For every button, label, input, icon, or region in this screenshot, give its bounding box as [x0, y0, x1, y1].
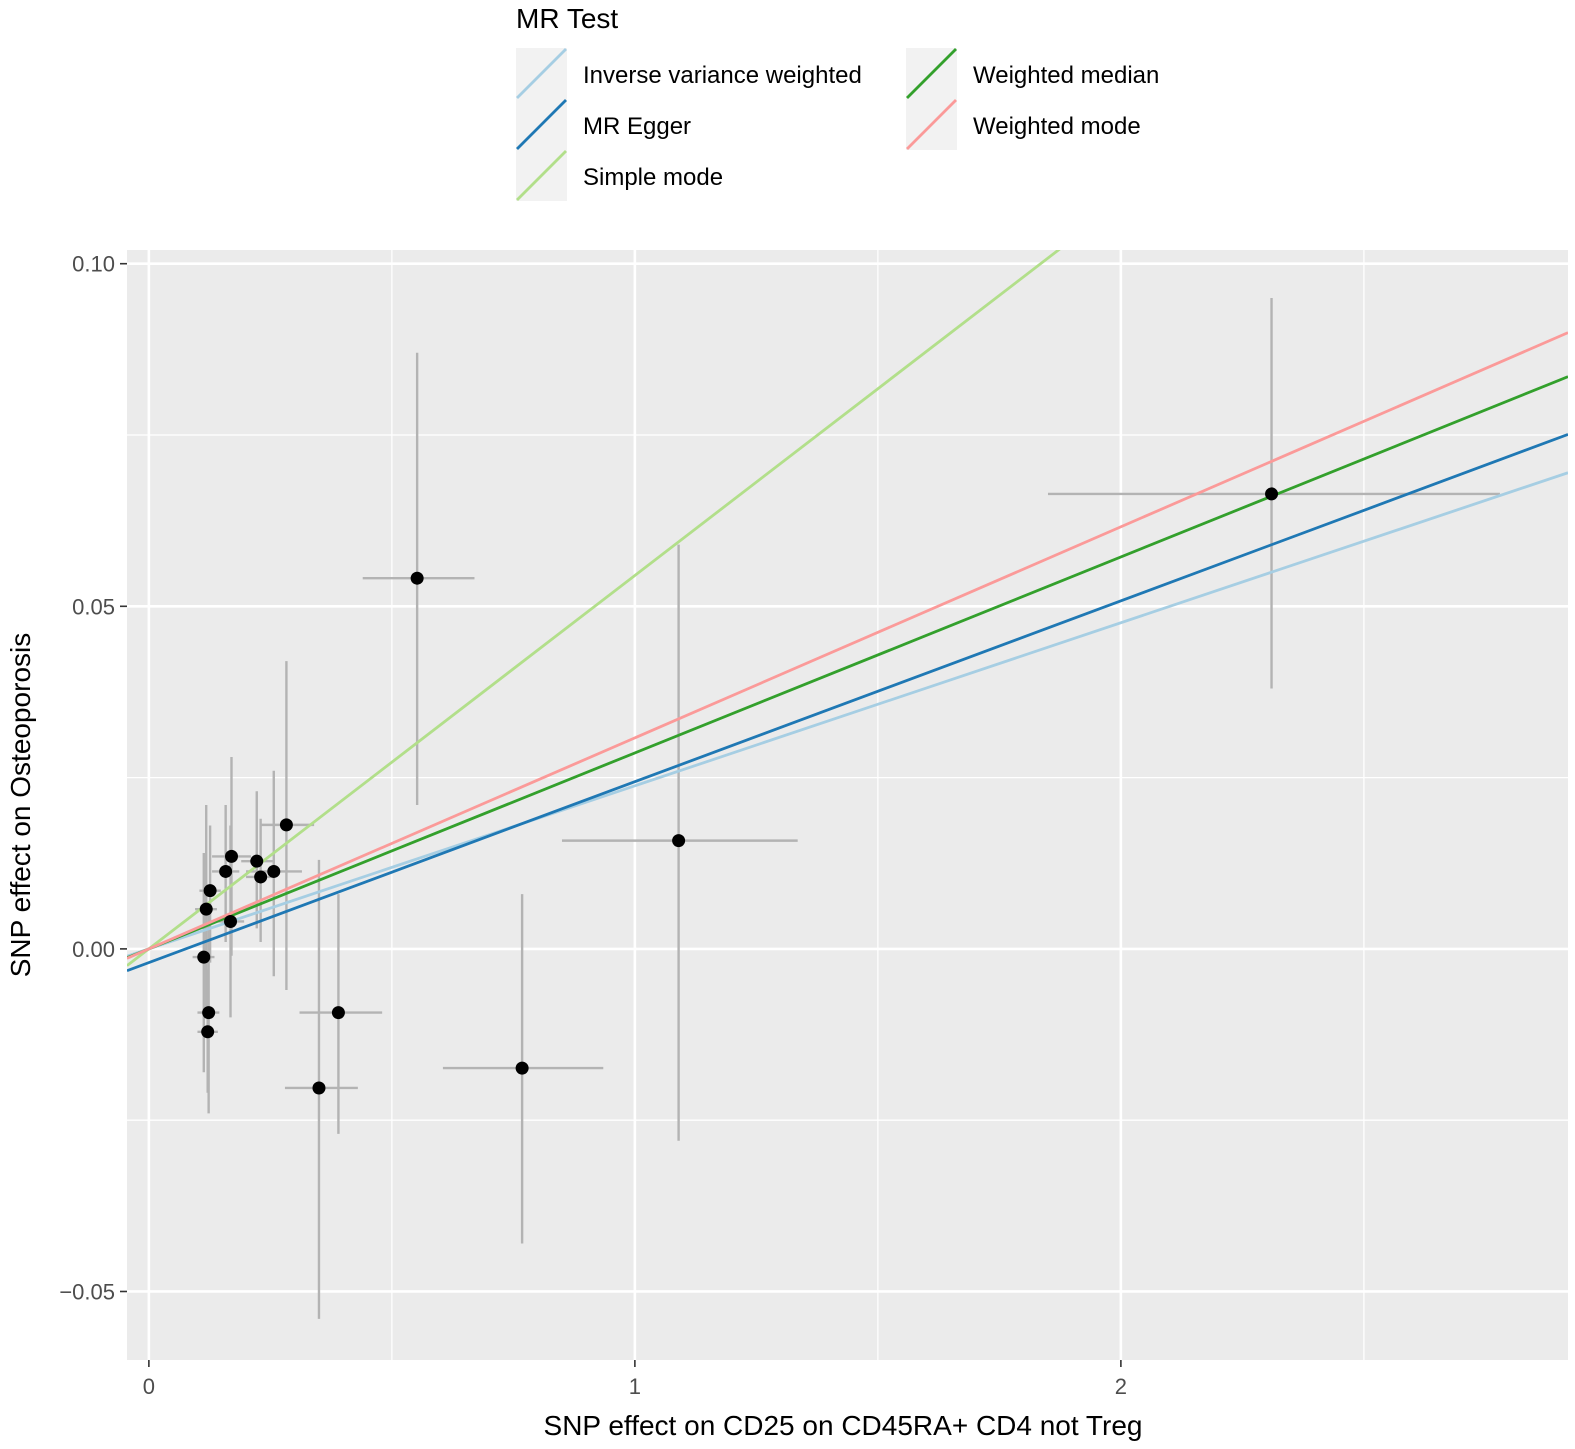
snp-point: [224, 849, 238, 863]
grid-major: [127, 250, 1568, 1360]
fit-line-mr-egger: [127, 433, 1568, 973]
legend: MR Test Inverse variance weighted MR Egge…: [516, 3, 1159, 201]
snp-point: [202, 1006, 216, 1020]
legend-label: Simple mode: [583, 164, 723, 191]
legend-key-line: [516, 99, 567, 150]
snp-point: [410, 571, 424, 585]
y-tick-label: 0.05: [72, 594, 115, 619]
legend-key-line: [516, 48, 567, 99]
x-tick-label: 0: [143, 1374, 155, 1399]
snp-point: [201, 1025, 215, 1039]
y-axis-title: SNP effect on Osteoporosis: [5, 633, 36, 978]
snp-point: [279, 818, 293, 832]
legend-label: Weighted mode: [973, 113, 1141, 140]
legend-key-line: [906, 99, 957, 150]
legend-key-line: [516, 150, 567, 201]
plot-panel: [127, 250, 1568, 1360]
snp-point: [203, 884, 217, 898]
legend-label: MR Egger: [583, 113, 691, 140]
legend-label: Inverse variance weighted: [583, 62, 862, 89]
legend-key-line: [906, 48, 957, 99]
snp-point: [197, 950, 211, 964]
axes: 0 1 2 −0.05 0.00 0.05 0.10: [59, 252, 1127, 1399]
snp-point: [1265, 487, 1279, 501]
x-tick-label: 2: [1115, 1374, 1127, 1399]
snp-point: [254, 870, 268, 884]
legend-title: MR Test: [516, 3, 618, 34]
snp-point: [672, 834, 686, 848]
grid-minor: [127, 250, 1568, 1360]
mr-fit-lines: [127, 250, 1568, 973]
fit-line-weighted-mode: [127, 331, 1568, 960]
snp-point: [515, 1061, 529, 1075]
snp-point: [312, 1081, 326, 1095]
fit-line-weighted-median: [127, 375, 1568, 960]
fit-line-simple-mode: [127, 250, 1061, 967]
fit-line-inverse-variance-weighted: [127, 471, 1568, 958]
snp-point: [224, 914, 238, 928]
x-axis-title: SNP effect on CD25 on CD45RA+ CD4 not Tr…: [544, 1410, 1143, 1441]
x-tick-label: 1: [629, 1374, 641, 1399]
snp-points: [197, 487, 1279, 1095]
y-tick-label: 0.10: [72, 252, 115, 277]
y-tick-label: 0.00: [72, 937, 115, 962]
snp-point: [199, 902, 213, 916]
legend-label: Weighted median: [973, 62, 1159, 89]
snp-point: [219, 864, 233, 878]
snp-point: [267, 864, 281, 878]
snp-point: [250, 854, 264, 868]
y-tick-label: −0.05: [59, 1279, 115, 1304]
snp-point: [331, 1006, 345, 1020]
